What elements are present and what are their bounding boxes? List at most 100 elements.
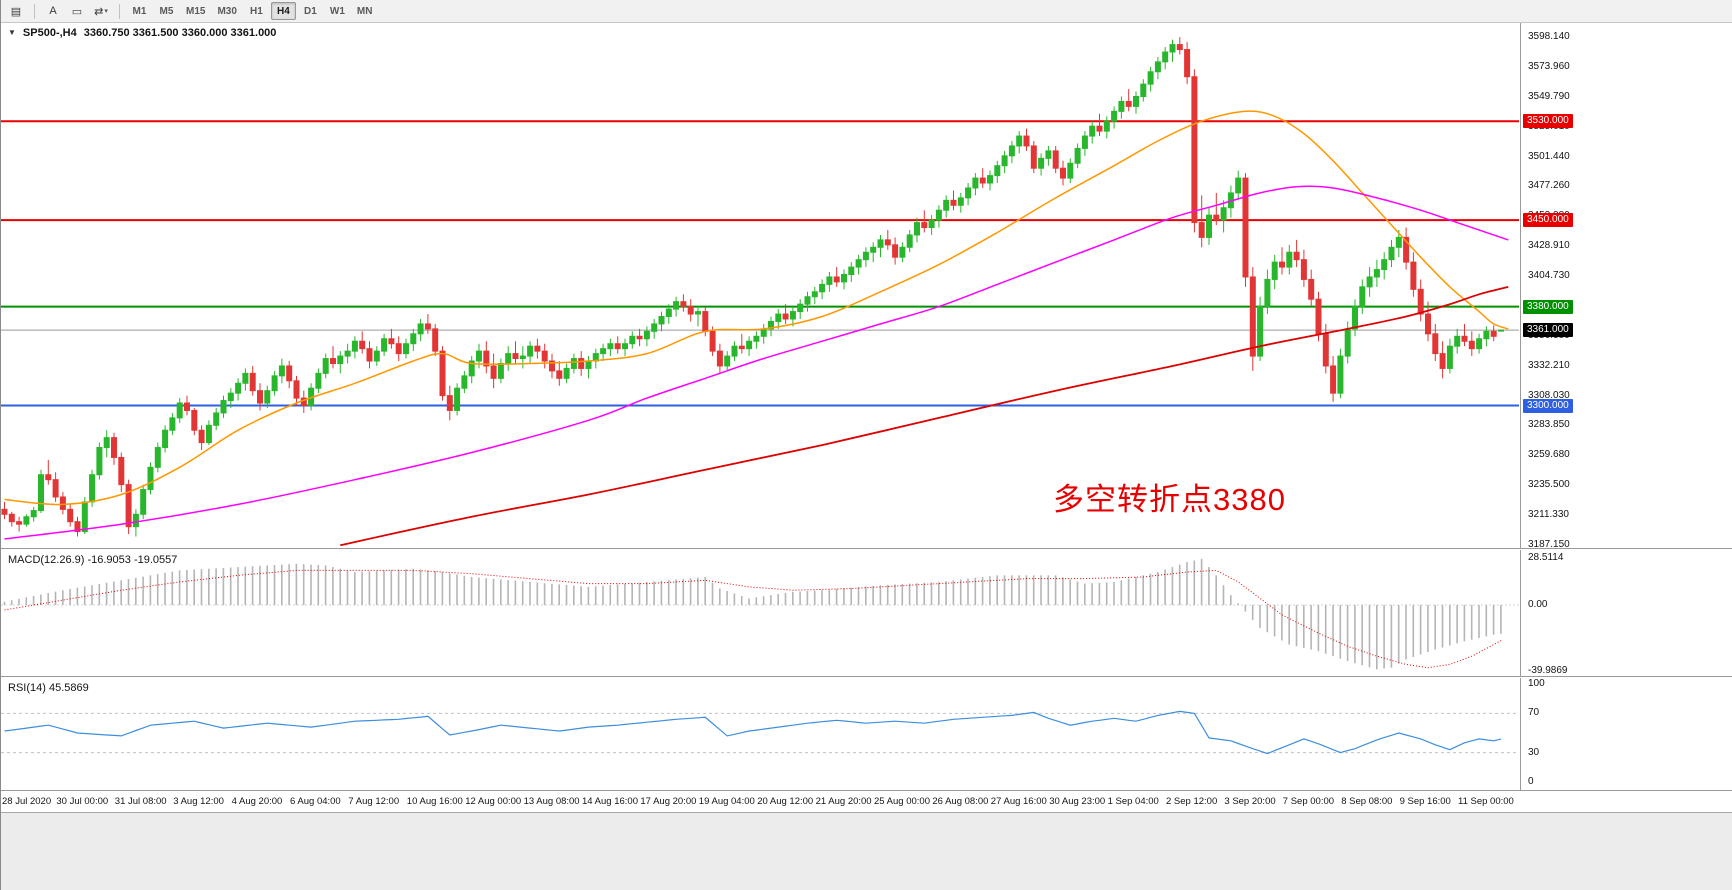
rsi-axis[interactable]: 100 70 30 0 [1520, 678, 1732, 790]
annotation-text: 多空转折点3380 [1053, 482, 1286, 517]
time-label: 17 Aug 20:00 [640, 796, 697, 807]
collapse-triangle-icon[interactable]: ▼ [8, 28, 16, 37]
rsi-axis-label: 100 [1528, 678, 1545, 689]
timeframe-d1-button[interactable]: D1 [304, 5, 317, 17]
time-label: 6 Aug 04:00 [290, 796, 341, 807]
macd-axis-label: 28.5114 [1528, 552, 1564, 563]
rsi-plot[interactable] [1, 678, 1520, 791]
macd-title-label: MACD(12.26.9) -16.9053 -19.0557 [8, 554, 178, 566]
time-label: 9 Sep 16:00 [1399, 796, 1451, 807]
price-tick-label: 3598.140 [1528, 31, 1570, 42]
timeframe-m15-button[interactable]: M15 [186, 5, 206, 17]
candles-layer [1, 37, 1504, 537]
time-label: 28 Jul 2020 [2, 796, 52, 807]
time-label: 8 Sep 08:00 [1341, 796, 1393, 807]
cursor-tool-icon[interactable]: A [42, 2, 64, 21]
timeframe-h4-button[interactable]: H4 [270, 2, 296, 20]
timeframe-m5-button[interactable]: M5 [159, 5, 174, 17]
time-label: 3 Sep 20:00 [1224, 796, 1276, 807]
rsi-axis-label: 70 [1528, 707, 1540, 719]
ma-mid-line [4, 185, 1509, 540]
time-label: 1 Sep 04:00 [1107, 796, 1159, 807]
time-label: 7 Aug 12:00 [348, 796, 400, 807]
time-label: 3 Aug 12:00 [173, 796, 224, 807]
price-line-tag: 3300.000 [1523, 398, 1573, 413]
switch-glyph: ⇄ [94, 5, 104, 18]
time-label: 30 Aug 23:00 [1049, 796, 1106, 807]
price-tick-label: 3501.440 [1528, 150, 1570, 162]
price-tick-label: 3332.210 [1528, 359, 1570, 371]
switch-tool-icon[interactable]: ⇄ ▾ [90, 2, 112, 21]
time-label: 26 Aug 08:00 [932, 796, 989, 807]
price-tick-label: 3259.680 [1528, 449, 1570, 461]
object-glyph: ▭ [71, 5, 83, 18]
status-area [1, 813, 1732, 890]
moving-averages-layer [4, 110, 1509, 547]
macd-axis[interactable]: 28.5114 0.00 -39.9869 [1520, 550, 1732, 676]
object-tool-icon[interactable]: ▭ [66, 2, 88, 21]
rsi-axis-label: 30 [1528, 746, 1540, 758]
time-label: 10 Aug 16:00 [406, 796, 463, 807]
price-line-tag: 3450.000 [1523, 213, 1573, 228]
price-tick-label: 3187.150 [1528, 539, 1570, 550]
price-tick-label: 3235.500 [1528, 479, 1570, 491]
main-chart-panel: ▼ SP500-,H4 3360.750 3361.500 3360.000 3… [1, 23, 1732, 550]
timeframe-mn-button[interactable]: MN [356, 5, 373, 17]
macd-axis-label: -39.9869 [1528, 665, 1568, 676]
timeframe-w1-button[interactable]: W1 [329, 5, 345, 17]
time-label: 4 Aug 20:00 [231, 796, 283, 807]
price-tick-label: 3477.260 [1528, 180, 1570, 192]
timeframe-m30-button[interactable]: M30 [217, 5, 237, 17]
caret-down-icon: ▾ [104, 8, 108, 15]
price-line-tag: 3530.000 [1523, 114, 1573, 129]
macd-panel: MACD(12.26.9) -16.9053 -19.0557 28.5114 0… [1, 550, 1732, 677]
time-axis[interactable]: 28 Jul 2020 30 Jul 00:00 31 Jul 08:00 3 Aug… [1, 792, 1732, 813]
symbol-period-label: SP500-,H4 [22, 27, 77, 39]
price-axis[interactable]: 3598.1403573.9603549.7903525.6103501.440… [1520, 23, 1732, 550]
ma-fast-line [4, 110, 1509, 506]
time-label: 25 Aug 00:00 [874, 796, 930, 807]
time-label: 19 Aug 04:00 [698, 796, 755, 807]
rsi-axis-label: 0 [1528, 776, 1534, 787]
horizontal-lines-layer [1, 120, 1519, 407]
main-chart-plot[interactable] [1, 23, 1520, 549]
time-label: 12 Aug 00:00 [465, 796, 522, 807]
chart-title: ▼ SP500-,H4 3360.750 3361.500 3360.000 3… [8, 27, 276, 39]
cursor-glyph: A [49, 5, 57, 17]
time-label: 31 Jul 08:00 [114, 796, 167, 807]
toolbar-separator [119, 3, 120, 19]
macd-axis-label: 0.00 [1528, 599, 1548, 611]
timeframe-m1-button[interactable]: M1 [132, 5, 147, 17]
price-line-tag: 3380.000 [1523, 299, 1573, 314]
ohlc-values-label: 3360.750 3361.500 3360.000 3361.000 [83, 27, 277, 39]
time-label: 30 Jul 00:00 [56, 796, 109, 807]
macd-plot[interactable] [1, 550, 1520, 677]
ma-slow-line [340, 286, 1509, 547]
price-tick-label: 3404.730 [1528, 270, 1570, 282]
chart-list-glyph: ▤ [10, 5, 22, 18]
price-tick-label: 3428.910 [1528, 240, 1570, 252]
current-price-tag: 3361.000 [1523, 323, 1573, 338]
price-tick-label: 3211.330 [1528, 509, 1569, 521]
chart-list-icon[interactable]: ▤ [5, 2, 27, 21]
price-tick-label: 3308.030 [1528, 389, 1570, 401]
macd-histogram [3, 558, 1502, 670]
price-tick-label: 3573.960 [1528, 60, 1570, 72]
time-label: 7 Sep 00:00 [1282, 796, 1335, 807]
time-label: 11 Sep 00:00 [1458, 796, 1514, 807]
macd-title: MACD(12.26.9) -16.9053 -19.0557 [8, 554, 177, 566]
price-tick-label: 3283.850 [1528, 419, 1570, 431]
time-label: 14 Aug 16:00 [582, 796, 638, 807]
time-label: 2 Sep 12:00 [1166, 796, 1218, 807]
timeframe-h1-button[interactable]: H1 [250, 5, 263, 17]
rsi-title: RSI(14) 45.5869 [8, 682, 89, 694]
rsi-title-label: RSI(14) 45.5869 [8, 682, 89, 694]
time-label: 27 Aug 16:00 [990, 796, 1047, 807]
rsi-panel: RSI(14) 45.5869 100 70 30 0 [1, 678, 1732, 791]
time-label: 13 Aug 08:00 [523, 796, 580, 807]
toolbar-separator [34, 3, 35, 19]
macd-signal-line [4, 569, 1502, 669]
time-label: 21 Aug 20:00 [815, 796, 872, 807]
toolbar: ▤ A ▭ ⇄ ▾ M1 M5 M15 M30 H1 H4 D1 W1 MN [1, 0, 1732, 23]
